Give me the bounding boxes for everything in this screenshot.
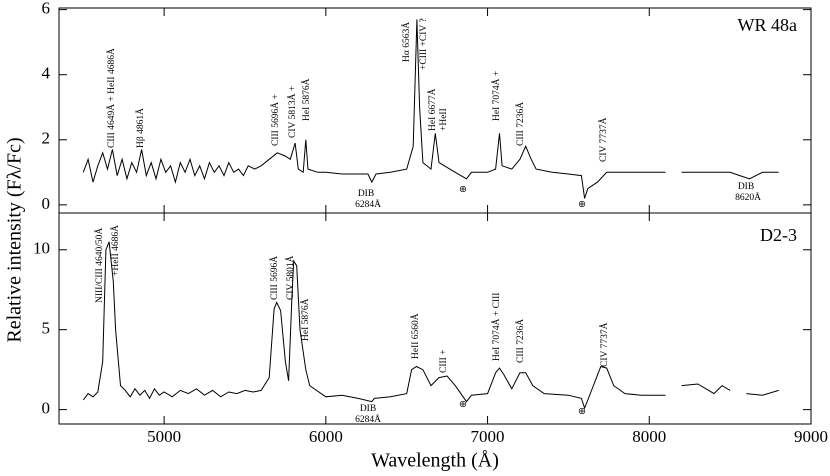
- annotation: HeII 6560Å: [409, 313, 421, 359]
- panel-label: WR 48a: [738, 15, 797, 35]
- annotation: +HeII: [439, 108, 449, 131]
- annotation: 8620Å: [735, 191, 761, 203]
- y-tick-label: 0: [42, 194, 51, 213]
- annotation: CIII 4649Å + HeII 4686Å: [105, 48, 117, 148]
- x-tick-label: 5000: [147, 427, 181, 446]
- annotation: CIV 7737Å: [598, 322, 610, 367]
- x-tick-label: 6000: [309, 427, 343, 446]
- annotation: +HeII 4686Å: [109, 225, 121, 276]
- y-axis-label: Relative intensity (Fλ/Fc): [4, 137, 26, 342]
- spectrum-line: [82, 241, 779, 410]
- annotation: CIV 5813Å +: [286, 86, 298, 138]
- annotation: Hβ 4861Å: [134, 108, 146, 148]
- x-tick-label: 7000: [471, 427, 505, 446]
- annotation: ⊕: [578, 200, 586, 210]
- annotation: HeI 7074Å + CIII: [490, 293, 502, 361]
- annotation: HeI 7074Å +: [490, 71, 502, 121]
- annotation: +CIII +CIV ?: [419, 18, 429, 70]
- x-tick-label: 9000: [794, 427, 828, 446]
- y-tick-label: 0: [42, 399, 51, 418]
- annotation: ⊕: [459, 400, 467, 410]
- y-tick-label: 5: [42, 319, 51, 338]
- annotation: 6284Å: [355, 413, 381, 425]
- y-tick-label: 10: [33, 239, 50, 258]
- annotation: CIII +: [439, 349, 449, 373]
- annotation: CIV 5801Å: [284, 255, 296, 300]
- annotation: CIV 7737Å: [597, 117, 609, 162]
- annotation: CIII 7236Å: [514, 102, 526, 146]
- plot-frame: [58, 212, 812, 425]
- annotation: DIB: [358, 189, 374, 199]
- y-tick-label: 4: [42, 64, 51, 83]
- annotation: CIII 7236Å: [514, 319, 526, 363]
- annotation: DIB: [360, 404, 376, 414]
- x-tick-label: 8000: [632, 427, 666, 446]
- x-axis-label: Wavelength (Å): [371, 450, 499, 472]
- annotation: Hα 6563Å: [400, 22, 412, 62]
- y-tick-label: 2: [42, 129, 51, 148]
- annotation: ⊕: [459, 185, 467, 195]
- annotation: CIII 5696Å: [268, 256, 280, 300]
- annotation: ⊕: [578, 407, 586, 417]
- spectrum-line: [82, 19, 779, 199]
- annotation: NIII/CIII 4640/50Å: [93, 228, 105, 303]
- y-tick-label: 6: [42, 0, 51, 18]
- annotation: 6284Å: [355, 198, 381, 210]
- annotation: HeI 6677Å: [426, 88, 438, 131]
- annotation: DIB: [738, 182, 754, 192]
- annotation: HeI 5876Å: [299, 298, 311, 341]
- annotation: HeI 5876Å: [300, 78, 312, 121]
- panel-label: D2-3: [760, 225, 797, 245]
- annotation: CIII 5696Å +: [269, 94, 281, 146]
